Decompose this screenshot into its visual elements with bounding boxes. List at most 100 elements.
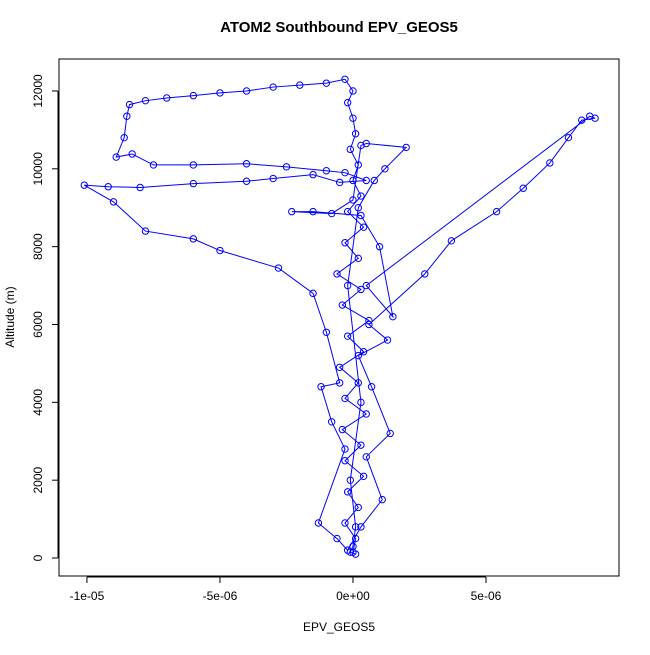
data-point xyxy=(141,96,150,105)
data-point xyxy=(242,160,251,168)
data-point xyxy=(341,394,349,403)
data-point xyxy=(357,192,365,200)
data-point xyxy=(357,441,365,449)
chart-title: ATOM2 Southbound EPV_GEOS5 xyxy=(220,19,458,36)
data-point xyxy=(359,472,368,480)
data-point xyxy=(343,207,352,216)
data-point xyxy=(242,177,251,185)
plot-frame xyxy=(58,58,620,577)
data-point xyxy=(375,242,384,251)
y-tick-label: 6000 xyxy=(31,311,45,338)
data-point xyxy=(317,383,325,391)
data-point xyxy=(335,178,344,187)
data-point xyxy=(125,100,134,109)
data-point xyxy=(357,523,365,531)
data-point xyxy=(370,176,378,185)
data-point xyxy=(349,87,357,95)
data-point xyxy=(333,534,341,543)
data-point xyxy=(216,246,224,255)
y-tick-label: 2000 xyxy=(31,467,45,494)
data-point xyxy=(309,170,317,179)
data-point xyxy=(274,264,283,272)
data-point xyxy=(362,410,370,418)
data-point xyxy=(120,133,128,142)
data-point xyxy=(564,133,573,142)
data-point xyxy=(367,383,376,391)
x-tick-label: 5e-06 xyxy=(471,589,502,603)
x-axis-label: EPV_GEOS5 xyxy=(303,620,375,634)
data-point xyxy=(104,183,112,191)
data-point xyxy=(309,207,317,216)
series-line xyxy=(84,78,596,555)
data-point xyxy=(163,94,171,102)
data-point xyxy=(365,320,373,329)
data-point xyxy=(586,112,594,120)
data-point xyxy=(378,495,386,504)
y-tick-label: 4000 xyxy=(31,389,45,416)
data-point xyxy=(349,196,357,204)
data-point xyxy=(351,523,360,531)
data-point xyxy=(349,542,357,551)
y-tick-label: 0 xyxy=(31,554,45,561)
data-point xyxy=(346,476,355,484)
data-point xyxy=(354,161,362,169)
data-point xyxy=(519,184,527,192)
data-point xyxy=(383,336,392,344)
data-point xyxy=(189,91,198,100)
data-point xyxy=(216,89,224,97)
data-point xyxy=(354,204,362,212)
data-point xyxy=(269,83,277,91)
data-point xyxy=(112,153,120,161)
x-tick-label: 0e+00 xyxy=(336,589,370,603)
data-point xyxy=(389,313,397,321)
data-point xyxy=(80,181,88,189)
data-point xyxy=(343,281,352,290)
data-point xyxy=(333,270,341,278)
data-point xyxy=(546,159,554,167)
data-point xyxy=(421,270,429,278)
data-point xyxy=(123,112,131,120)
data-point xyxy=(309,289,317,298)
data-point xyxy=(269,174,277,183)
data-point xyxy=(359,223,368,231)
data-point xyxy=(362,281,370,290)
data-point xyxy=(386,429,394,438)
data-point xyxy=(359,348,368,356)
data-point xyxy=(362,176,370,185)
x-tick-label: -5e-06 xyxy=(203,589,238,603)
data-point xyxy=(322,79,331,87)
data-point xyxy=(357,398,365,407)
data-point xyxy=(322,328,331,336)
data-point xyxy=(362,139,370,148)
data-point xyxy=(189,235,198,243)
data-point xyxy=(343,98,352,107)
data-point xyxy=(282,163,291,171)
data-point xyxy=(351,130,360,138)
data-point xyxy=(349,176,357,185)
data-point xyxy=(341,519,349,527)
data-point xyxy=(346,145,355,154)
data-point xyxy=(341,239,349,247)
data-point xyxy=(109,198,118,206)
data-point xyxy=(354,503,362,512)
data-point xyxy=(381,165,389,173)
y-axis-label: Altitude (m) xyxy=(3,286,17,347)
data-point xyxy=(288,207,296,216)
data-point xyxy=(402,143,410,152)
data-point xyxy=(141,227,150,235)
data-point xyxy=(354,351,362,360)
data-point xyxy=(343,332,352,340)
data-point xyxy=(578,116,586,124)
data-point xyxy=(357,211,365,220)
data-point xyxy=(149,161,158,169)
data-point xyxy=(335,379,344,387)
data-point xyxy=(357,285,365,294)
data-point xyxy=(338,301,347,309)
data-point xyxy=(189,161,198,169)
data-point xyxy=(349,114,357,122)
data-point xyxy=(362,453,370,461)
data-point xyxy=(335,363,344,372)
data-point xyxy=(354,254,362,263)
